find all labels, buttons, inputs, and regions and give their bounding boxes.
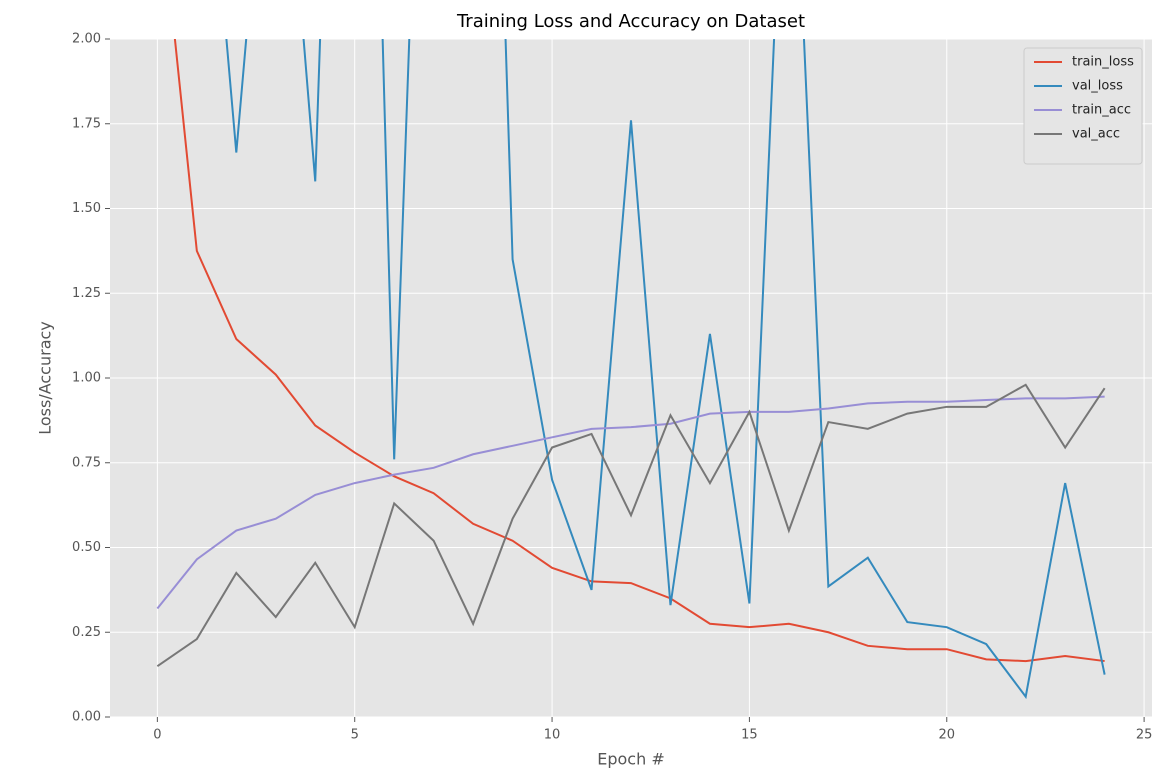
legend-label: val_loss [1072,79,1123,94]
series-line [225,39,1106,700]
series-line [156,395,1105,610]
x-axis-label: Epoch # [597,750,664,769]
x-tick-label: 15 [741,728,758,743]
y-tick-label: 1.00 [72,371,101,386]
y-tick-label: 0.75 [72,455,101,470]
legend: train_loss val_loss train_acc val_acc [1023,47,1143,165]
y-tick-label: 1.75 [72,116,101,131]
legend-label: val_acc [1072,127,1120,142]
grid: 0.00 0.25 0.50 0.75 1.00 1.25 1.50 1.75 2.00 0 5 10… [72,32,1152,743]
y-axis-label: Loss/Accuracy [36,321,55,435]
y-tick-label: 0.25 [72,625,101,640]
chart-title: Training Loss and Accuracy on Dataset [456,11,805,32]
x-tick-label: 10 [544,728,561,743]
series-line [173,39,1105,663]
x-tick-label: 0 [153,728,161,743]
y-tick-label: 1.25 [72,286,101,301]
x-tick-label: 5 [351,728,359,743]
y-tick-label: 2.00 [72,32,101,47]
x-tick-label: 20 [938,728,955,743]
legend-label: train_acc [1072,103,1131,118]
y-tick-label: 0.50 [72,540,101,555]
series-line [156,383,1106,667]
x-tick-label: 25 [1136,728,1153,743]
plot-lines [156,39,1106,700]
y-tick-label: 1.50 [72,201,101,216]
legend-label: train_loss [1072,55,1134,70]
y-tick-label: 0.00 [72,710,101,725]
